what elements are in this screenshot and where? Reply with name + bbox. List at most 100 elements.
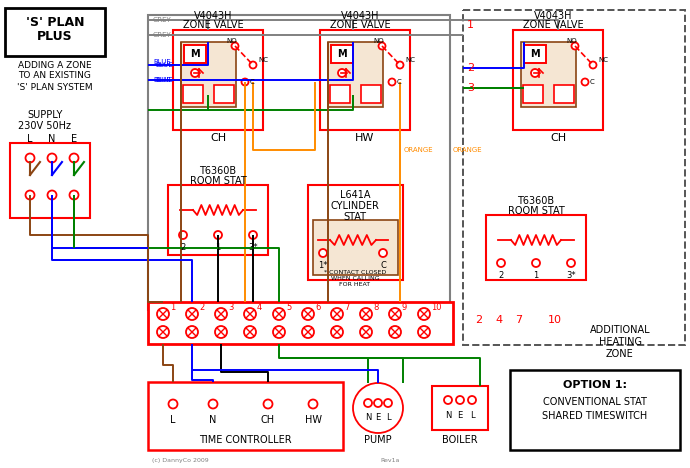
Text: 2: 2	[475, 315, 482, 325]
Text: ROOM STAT: ROOM STAT	[190, 176, 246, 186]
Text: M: M	[530, 49, 540, 59]
Circle shape	[302, 308, 314, 320]
Circle shape	[48, 190, 57, 199]
Text: 2: 2	[199, 304, 204, 313]
Text: 'S' PLAN SYSTEM: 'S' PLAN SYSTEM	[17, 82, 93, 92]
Text: 5: 5	[286, 304, 291, 313]
Text: 9: 9	[402, 304, 407, 313]
Circle shape	[26, 154, 34, 162]
Text: 4: 4	[257, 304, 262, 313]
Text: CYLINDER: CYLINDER	[331, 201, 380, 211]
Text: E: E	[457, 411, 462, 421]
Bar	[5, 8, 105, 56]
Text: C: C	[590, 79, 595, 85]
Text: 8: 8	[373, 304, 378, 313]
Text: ZONE: ZONE	[606, 349, 634, 359]
Text: M: M	[337, 49, 347, 59]
Circle shape	[48, 154, 57, 162]
Text: ORANGE: ORANGE	[453, 147, 482, 153]
Bar	[328, 42, 383, 107]
Bar	[486, 215, 586, 280]
Bar	[308, 185, 403, 280]
Text: CH: CH	[550, 133, 566, 143]
Circle shape	[379, 249, 387, 257]
Circle shape	[273, 308, 285, 320]
Circle shape	[389, 326, 401, 338]
Circle shape	[360, 326, 372, 338]
Text: ZONE VALVE: ZONE VALVE	[330, 20, 391, 30]
Text: NC: NC	[405, 57, 415, 63]
Text: N: N	[445, 411, 451, 421]
Bar	[432, 386, 488, 430]
Circle shape	[70, 190, 79, 199]
Text: V4043H: V4043H	[341, 11, 380, 21]
Circle shape	[531, 69, 539, 77]
Bar	[524, 45, 546, 63]
Text: C: C	[250, 79, 255, 85]
Circle shape	[397, 61, 404, 68]
Text: CH: CH	[210, 133, 226, 143]
Circle shape	[418, 326, 430, 338]
Bar	[10, 143, 90, 218]
Circle shape	[331, 326, 343, 338]
Circle shape	[374, 399, 382, 407]
Text: ZONE VALVE: ZONE VALVE	[523, 20, 583, 30]
Text: V4043H: V4043H	[534, 11, 572, 21]
Circle shape	[308, 400, 317, 409]
Circle shape	[70, 154, 79, 162]
Text: ADDITIONAL: ADDITIONAL	[590, 325, 650, 335]
Text: 3*: 3*	[566, 271, 576, 279]
Text: * CONTACT CLOSED: * CONTACT CLOSED	[324, 270, 386, 275]
Text: 7: 7	[344, 304, 349, 313]
Bar	[184, 45, 206, 63]
Circle shape	[418, 308, 430, 320]
Text: V4043H: V4043H	[194, 11, 233, 21]
Text: Rev1a: Rev1a	[380, 458, 400, 463]
Text: N: N	[365, 414, 371, 423]
Circle shape	[157, 308, 169, 320]
Text: C: C	[397, 79, 402, 85]
Circle shape	[567, 259, 575, 267]
Circle shape	[179, 231, 187, 239]
Text: OPTION 1:: OPTION 1:	[563, 380, 627, 390]
Bar	[554, 85, 574, 103]
Circle shape	[186, 326, 198, 338]
Text: 7: 7	[515, 315, 522, 325]
Text: ADDING A ZONE: ADDING A ZONE	[18, 60, 92, 70]
Text: L: L	[27, 134, 32, 144]
Circle shape	[186, 308, 198, 320]
Circle shape	[250, 61, 257, 68]
Text: 1: 1	[467, 20, 474, 30]
Circle shape	[331, 308, 343, 320]
Text: GREY: GREY	[153, 17, 172, 23]
Text: NC: NC	[598, 57, 608, 63]
Text: L641A: L641A	[339, 190, 371, 200]
Text: NO: NO	[566, 38, 578, 44]
Bar	[148, 302, 453, 344]
Text: SUPPLY: SUPPLY	[28, 110, 63, 120]
Circle shape	[241, 79, 248, 86]
Text: CONVENTIONAL STAT: CONVENTIONAL STAT	[543, 397, 647, 407]
Text: HW: HW	[304, 415, 322, 425]
Circle shape	[302, 326, 314, 338]
Text: 'S' PLAN: 'S' PLAN	[26, 15, 84, 29]
Text: NO: NO	[374, 38, 384, 44]
Text: N: N	[209, 415, 217, 425]
Bar	[523, 85, 543, 103]
Text: BLUE: BLUE	[153, 77, 170, 83]
Bar	[181, 42, 236, 107]
Circle shape	[444, 396, 452, 404]
Circle shape	[497, 259, 505, 267]
Circle shape	[214, 231, 222, 239]
Text: L: L	[170, 415, 176, 425]
Bar	[330, 85, 350, 103]
Circle shape	[353, 383, 403, 433]
Bar	[463, 10, 685, 345]
Text: SHARED TIMESWITCH: SHARED TIMESWITCH	[542, 411, 648, 421]
Circle shape	[360, 308, 372, 320]
Text: 3: 3	[467, 83, 474, 93]
Text: 3: 3	[228, 304, 233, 313]
Text: (c) DannyCo 2009: (c) DannyCo 2009	[152, 458, 209, 463]
Text: 1: 1	[215, 242, 221, 251]
Text: C: C	[380, 261, 386, 270]
